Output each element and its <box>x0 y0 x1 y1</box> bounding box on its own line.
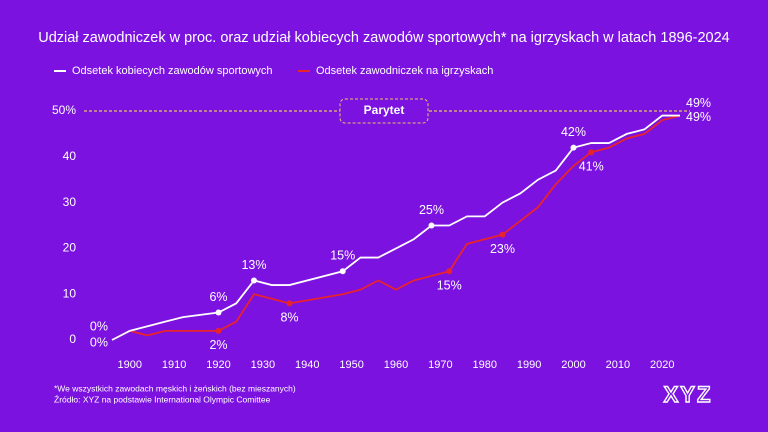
data-label: 0% <box>90 335 108 349</box>
y-tick-label: 0 <box>69 332 76 346</box>
source: Źródło: XYZ na podstawie International O… <box>54 394 271 404</box>
x-tick-label: 1970 <box>428 359 452 371</box>
series-line <box>111 114 681 341</box>
x-tick-label: 1910 <box>162 359 186 371</box>
point <box>588 149 595 156</box>
x-tick-label: 1940 <box>295 359 319 371</box>
legend-label: Odsetek kobiecych zawodów sportowych <box>72 65 273 77</box>
point <box>251 277 257 284</box>
data-label: 15% <box>330 249 355 263</box>
y-tick-label: 10 <box>63 286 77 300</box>
x-tick-label: 1980 <box>473 359 497 371</box>
point <box>428 222 435 229</box>
chart-title: Udział zawodniczek w proc. oraz udział k… <box>38 30 730 46</box>
legend-label: Odsetek zawodniczek na igrzyskach <box>316 65 493 77</box>
data-label: 0% <box>90 319 108 333</box>
x-tick-label: 1920 <box>206 359 230 371</box>
logo: XYZ <box>664 382 713 407</box>
point <box>215 327 222 334</box>
data-label: 49% <box>686 96 711 110</box>
point <box>286 300 293 307</box>
parity-box <box>339 98 429 124</box>
data-label: 15% <box>437 279 462 293</box>
parity-label: Parytet <box>364 103 405 117</box>
y-tick-label: 20 <box>63 241 77 255</box>
x-tick-label: 1900 <box>118 359 142 371</box>
series-line <box>111 114 680 341</box>
point <box>339 268 346 275</box>
x-tick-label: 2000 <box>561 359 585 371</box>
point <box>570 144 577 151</box>
data-label: 8% <box>280 311 298 325</box>
x-tick-label: 1990 <box>517 359 541 371</box>
data-label: 23% <box>490 242 515 256</box>
data-label: 42% <box>561 125 586 139</box>
x-tick-label: 2020 <box>650 359 674 371</box>
data-label: 2% <box>209 338 227 352</box>
y-tick-label: 50% <box>52 103 76 117</box>
data-label: 41% <box>579 160 604 174</box>
x-tick-label: 1960 <box>384 359 408 371</box>
point <box>215 309 222 316</box>
y-tick-label: 40 <box>63 149 77 163</box>
y-tick-label: 30 <box>63 195 77 209</box>
point <box>446 268 453 275</box>
x-tick-label: 1950 <box>339 359 363 371</box>
x-tick-label: 2010 <box>606 359 630 371</box>
data-label: 6% <box>209 290 227 304</box>
data-label: 13% <box>241 258 266 272</box>
footnote: *We wszystkich zawodach męskich i żeński… <box>54 383 296 393</box>
x-tick-label: 1930 <box>251 359 275 371</box>
data-label: 25% <box>419 203 444 217</box>
point <box>499 231 506 238</box>
data-label: 49% <box>686 110 711 124</box>
